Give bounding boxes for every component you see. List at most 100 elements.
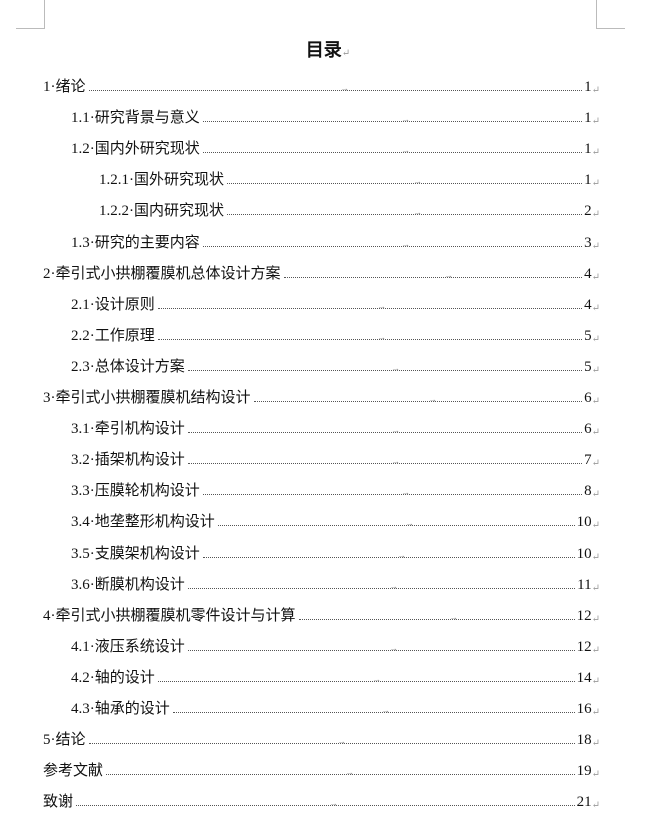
toc-page-number: 19 — [576, 763, 592, 780]
paragraph-mark-icon: ↵ — [591, 364, 600, 376]
toc-page-number: 8 — [584, 483, 592, 500]
toc-entry-label: 3.3·压膜轮机构设计 — [71, 479, 200, 501]
toc-entry[interactable]: → 2.2·工作原理 5 ↵ — [71, 323, 600, 345]
toc-entry[interactable]: → 3.6·断膜机构设计 11 ↵ — [71, 572, 600, 594]
toc-entry[interactable]: → 3.1·牵引机构设计 6 ↵ — [71, 416, 600, 439]
toc-entry-label: 致谢 — [43, 790, 74, 812]
toc-page-number: 6 — [584, 421, 592, 438]
tab-mark-icon: → — [377, 300, 386, 311]
paragraph-mark-icon: ↵ — [591, 240, 600, 252]
toc-entry-label: 3.5·支膜架机构设计 — [71, 541, 200, 563]
tab-mark-icon: → — [401, 114, 410, 125]
tab-mark-icon: → — [381, 705, 390, 715]
dot-leader — [227, 183, 583, 185]
paragraph-mark-icon: ↵ — [591, 178, 600, 190]
dot-leader — [157, 680, 575, 682]
tab-mark-icon: → — [391, 456, 400, 467]
toc-entry[interactable]: → 2.3·总体设计方案 5 ↵ — [71, 354, 600, 376]
paragraph-mark-icon: ↵ — [591, 271, 600, 283]
paragraph-mark-icon: ↵ — [591, 333, 600, 345]
dot-leader — [253, 401, 583, 402]
toc-entry[interactable]: → 致谢 21 ↵ — [43, 789, 600, 812]
toc-entry-label: 3.2·插架机构设计 — [71, 448, 185, 470]
dot-leader — [157, 338, 583, 340]
dot-leader — [172, 712, 575, 713]
toc-entry-label: 1.2.2·国内研究现状 — [99, 199, 224, 221]
dot-leader — [106, 774, 575, 776]
tab-mark-icon: → — [413, 207, 422, 218]
tab-mark-icon: → — [389, 642, 398, 653]
toc-entry[interactable]: → 3.3·压膜轮机构设计 8 ↵ — [71, 478, 600, 501]
toc-entry[interactable]: → 参考文献 19 ↵ — [43, 758, 600, 781]
toc-title: 目录↵ — [305, 40, 351, 60]
toc-entry-label: 2.1·设计原则 — [71, 292, 155, 314]
toc-entry[interactable]: → 1.3·研究的主要内容 3 ↵ — [71, 230, 600, 252]
toc-entry[interactable]: → 1·绪论 1 ↵ — [43, 74, 600, 96]
toc-page-number: 10 — [576, 514, 592, 531]
toc-entry[interactable]: → 2·牵引式小拱棚覆膜机总体设计方案 4 ↵ — [43, 261, 600, 283]
toc-page-number: 5 — [584, 358, 592, 375]
dot-leader — [88, 90, 583, 91]
toc-page-number: 18 — [576, 732, 592, 749]
toc-entry[interactable]: → 1.2·国内外研究现状 1 ↵ — [71, 136, 600, 159]
toc-entry-label: 1.3·研究的主要内容 — [71, 230, 200, 252]
tab-mark-icon: → — [337, 736, 346, 747]
dot-leader — [187, 369, 583, 371]
toc-entry-label: 4.1·液压系统设计 — [71, 634, 185, 656]
toc-entry[interactable]: → 4.3·轴承的设计 16 ↵ — [71, 696, 600, 718]
toc-entry-label: 3.1·牵引机构设计 — [71, 417, 185, 439]
toc-entry[interactable]: → 1.2.1·国外研究现状 1 ↵ — [99, 167, 600, 190]
dot-leader — [187, 649, 575, 651]
toc-entry[interactable]: → 3.2·插架机构设计 7 ↵ — [71, 447, 600, 470]
dot-leader — [187, 587, 576, 589]
toc-entry[interactable]: → 3·牵引式小拱棚覆膜机结构设计 6 ↵ — [43, 385, 600, 407]
toc-entry[interactable]: → 3.5·支膜架机构设计 10 ↵ — [71, 541, 600, 563]
tab-mark-icon: → — [377, 331, 386, 342]
toc-entry[interactable]: → 3.4·地垄整形机构设计 10 ↵ — [71, 509, 600, 532]
dot-leader — [76, 805, 575, 807]
toc-entry[interactable]: → 1.1·研究背景与意义 1 ↵ — [71, 105, 600, 128]
toc-entry-label: 4.3·轴承的设计 — [71, 697, 170, 718]
tab-mark-icon: → — [397, 549, 406, 560]
toc-entry[interactable]: → 4.2·轴的设计 14 ↵ — [71, 665, 600, 687]
toc-entry-label: 1.2.1·国外研究现状 — [99, 168, 224, 190]
toc-entry-label: 3.6·断膜机构设计 — [71, 572, 185, 594]
paragraph-mark-icon: ↵ — [341, 48, 351, 59]
tab-mark-icon: → — [345, 767, 354, 778]
tab-mark-icon: → — [391, 362, 400, 373]
paragraph-mark-icon: ↵ — [591, 707, 600, 718]
toc-entry[interactable]: → 4·牵引式小拱棚覆膜机零件设计与计算 12 ↵ — [43, 603, 600, 625]
tab-mark-icon: → — [444, 269, 453, 280]
toc-page-number: 1 — [584, 79, 592, 95]
toc-entry[interactable]: → 5·结论 18 ↵ — [43, 727, 600, 750]
paragraph-mark-icon: ↵ — [591, 458, 600, 470]
paragraph-mark-icon: ↵ — [591, 116, 600, 128]
tab-mark-icon: → — [401, 487, 410, 498]
dot-leader — [298, 618, 575, 620]
toc-entry-label: 2.3·总体设计方案 — [71, 354, 185, 376]
tab-mark-icon: → — [389, 580, 398, 591]
paragraph-mark-icon: ↵ — [591, 396, 600, 407]
tab-mark-icon: → — [449, 611, 458, 622]
paragraph-mark-icon: ↵ — [591, 85, 600, 96]
toc-entry[interactable]: → 2.1·设计原则 4 ↵ — [71, 292, 600, 314]
paragraph-mark-icon: ↵ — [591, 427, 600, 439]
dot-leader — [202, 245, 583, 247]
paragraph-mark-icon: ↵ — [591, 800, 600, 812]
toc-entry-label: 1.2·国内外研究现状 — [71, 137, 200, 159]
toc-page-number: 12 — [576, 638, 592, 655]
dot-leader — [187, 432, 583, 434]
toc-page-number: 11 — [577, 576, 592, 593]
tab-mark-icon: → — [329, 798, 338, 809]
toc-entry[interactable]: → 1.2.2·国内研究现状 2 ↵ — [99, 198, 600, 221]
dot-leader — [187, 463, 583, 465]
toc-page-number: 4 — [584, 296, 592, 313]
toc-page-number: 16 — [576, 701, 592, 717]
dot-leader — [157, 307, 583, 309]
toc-entry-label: 参考文献 — [43, 759, 104, 781]
toc-page-number: 3 — [584, 234, 592, 251]
toc-page-number: 21 — [576, 794, 592, 811]
paragraph-mark-icon: ↵ — [591, 769, 600, 781]
paragraph-mark-icon: ↵ — [591, 738, 600, 750]
toc-entry[interactable]: → 4.1·液压系统设计 12 ↵ — [71, 634, 600, 656]
